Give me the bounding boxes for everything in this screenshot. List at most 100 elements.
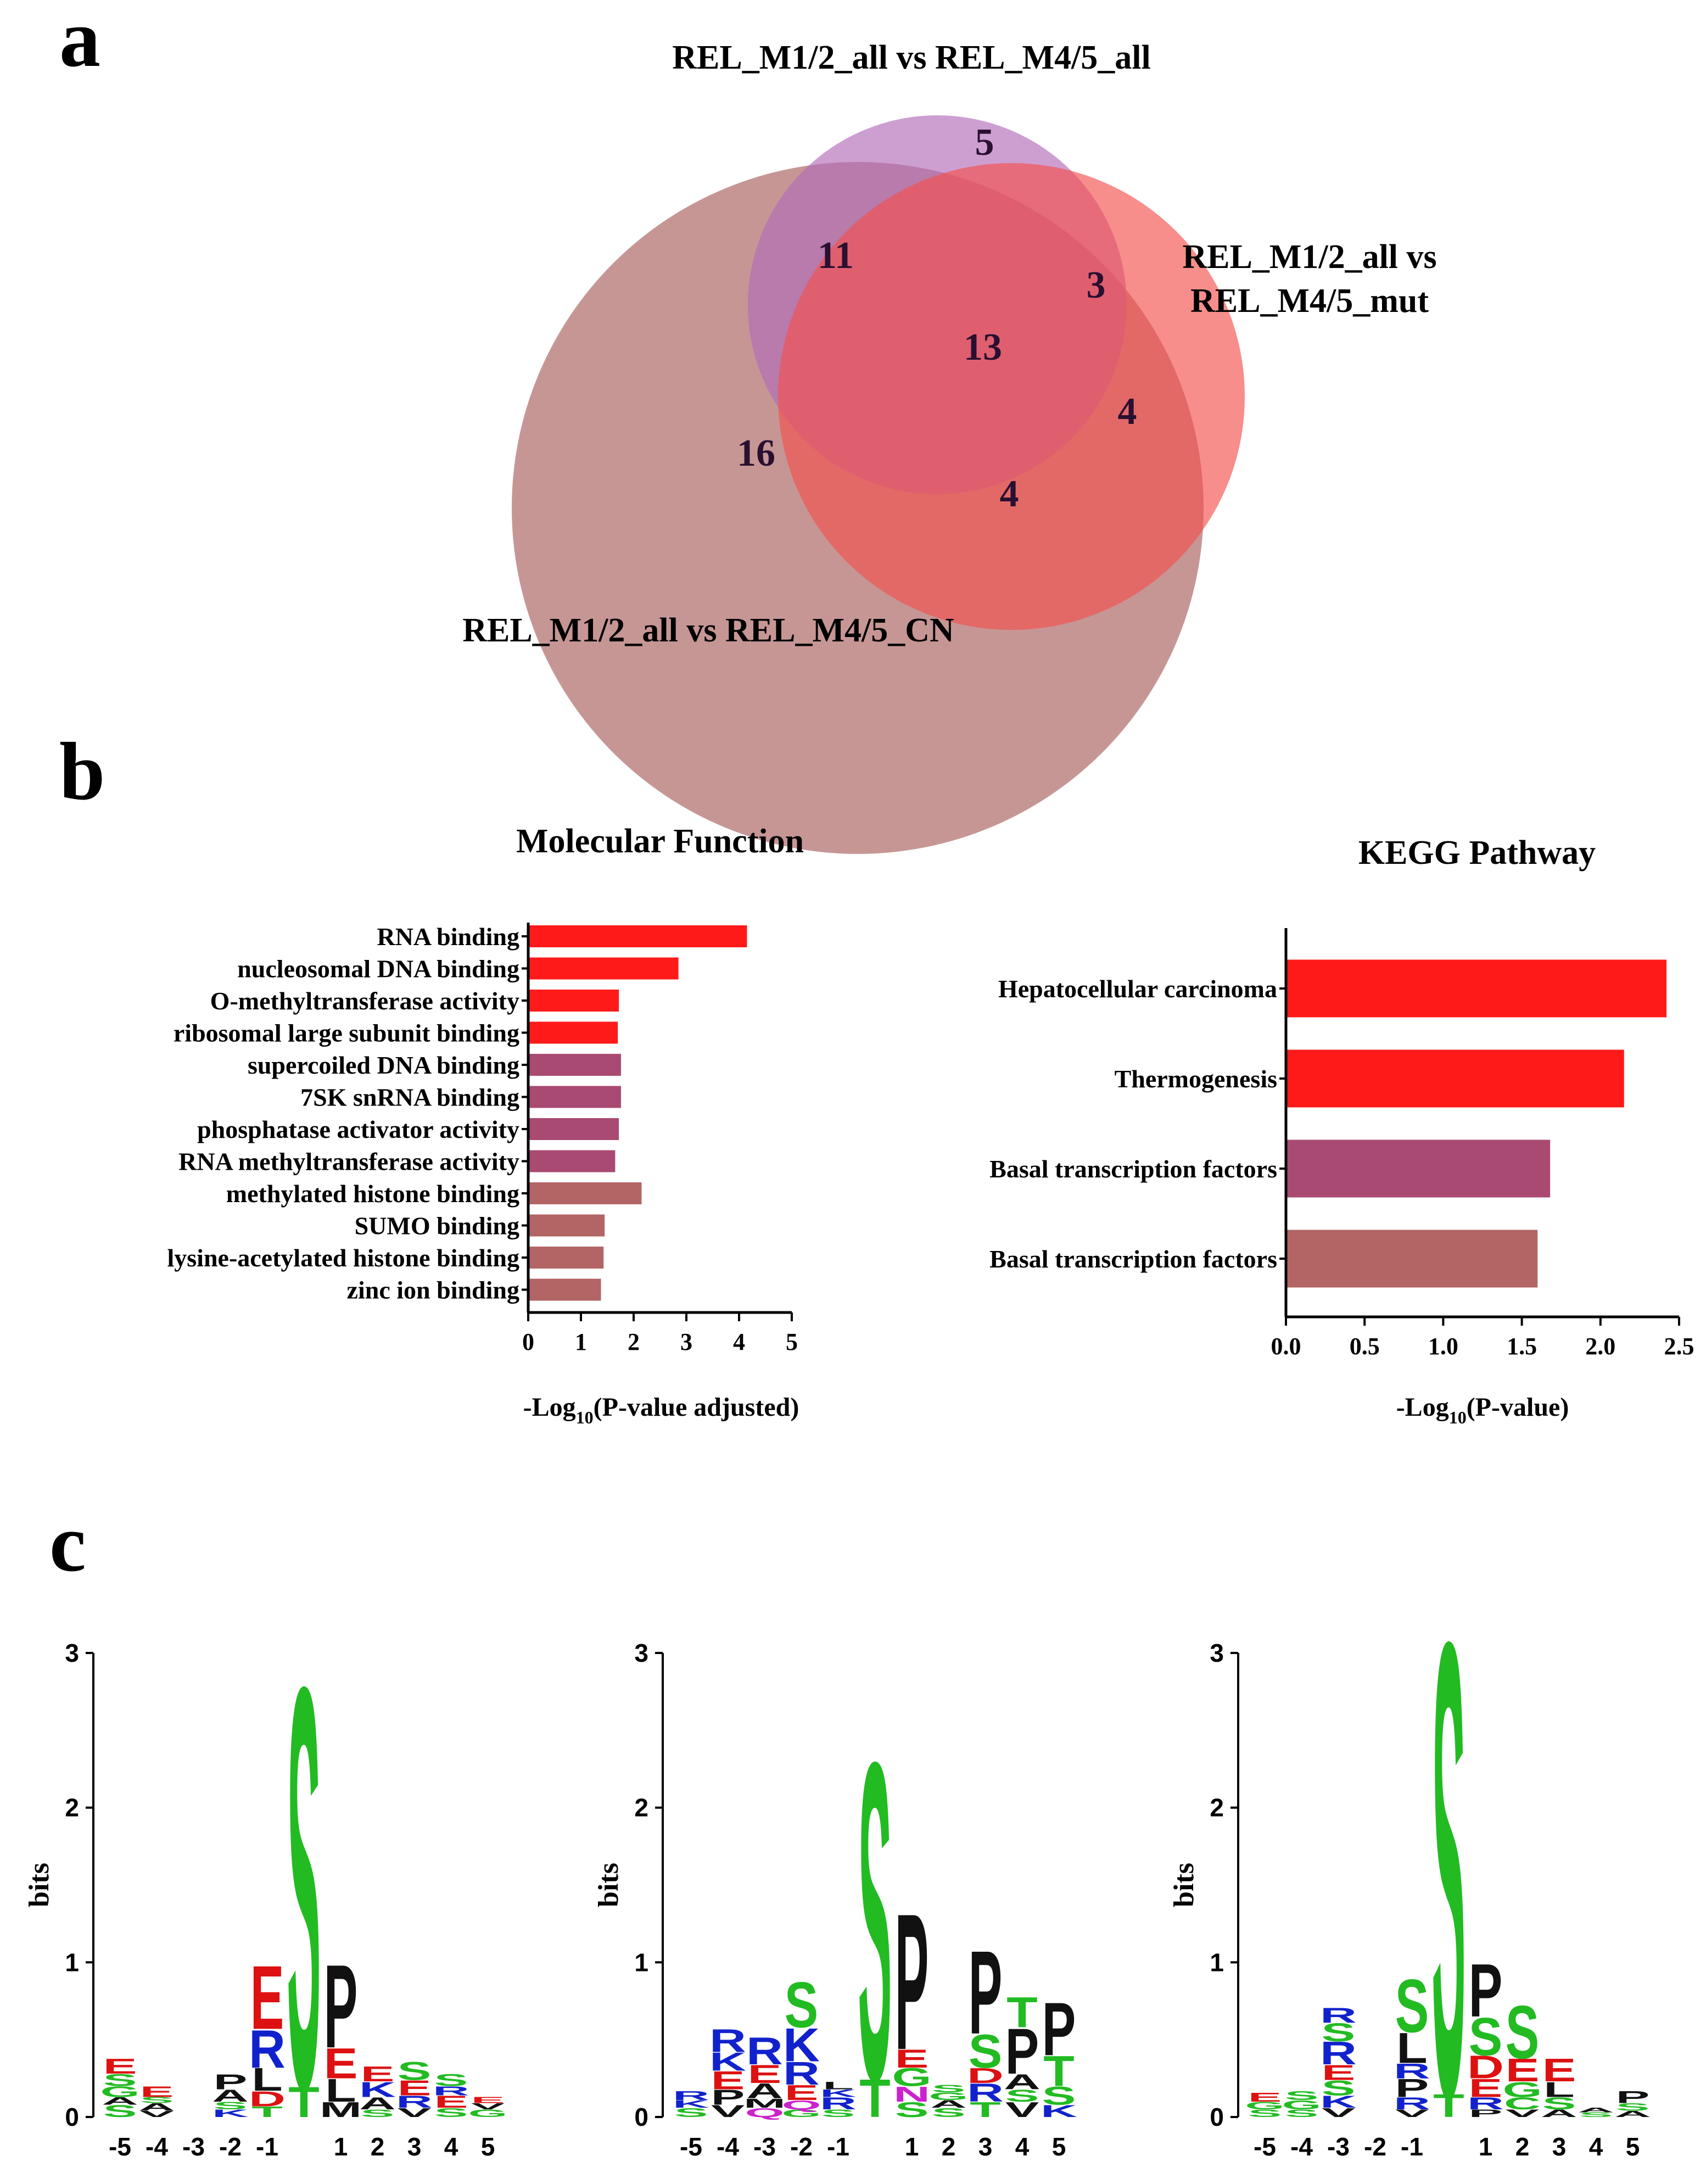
logo-position-label: 1 xyxy=(1479,2132,1493,2161)
logo-residue: R xyxy=(249,2019,286,2079)
logo-y-tick-label: 2 xyxy=(65,1794,79,1822)
logo-residue: N xyxy=(893,2082,930,2107)
logo-y-tick-label: 1 xyxy=(65,1948,79,1976)
logo-residue: K xyxy=(1320,2092,1357,2112)
logo-position-label: 3 xyxy=(1552,2132,1567,2161)
kegg-category-label: Basal transcription factors xyxy=(989,1245,1277,1273)
logo-position-label: -1 xyxy=(1401,2132,1423,2161)
mf-bar xyxy=(529,1182,642,1204)
kegg-x-tick-label: 0.5 xyxy=(1350,1333,1380,1360)
logo-position-label: -3 xyxy=(753,2132,776,2161)
mf-bar xyxy=(529,1021,618,1044)
mf-x-axis-label: -Log10(P-value adjusted) xyxy=(523,1393,799,1427)
logo-residue: A xyxy=(212,2086,249,2105)
logo-residue: T xyxy=(251,2103,282,2120)
logo-residue: G xyxy=(929,2091,969,2103)
logo-residue: V xyxy=(1506,2108,1540,2120)
logo-residue: T xyxy=(288,2078,319,2126)
logo-residue: S xyxy=(1042,2081,1076,2110)
mf-category-label: SUMO binding xyxy=(355,1212,519,1240)
logo-y-label: bits xyxy=(593,1863,624,1907)
kegg-bars xyxy=(1287,959,1667,1288)
logo-position-label: -4 xyxy=(146,2132,168,2161)
logo-residue: R xyxy=(1320,2003,1357,2027)
logo-residue: S xyxy=(1579,2111,1613,2118)
logo-residue: S xyxy=(398,2057,432,2086)
kegg-x-tick-label: 2.0 xyxy=(1585,1333,1615,1360)
logo-residue: S xyxy=(140,2096,174,2105)
logo-residue: G xyxy=(1503,2077,1542,2102)
kegg-bar xyxy=(1287,1230,1538,1288)
venn-count-all-only: 5 xyxy=(975,121,994,164)
logo-residue: P xyxy=(1469,2108,1503,2120)
logo-residue: K xyxy=(212,2108,249,2120)
logo-residue: S xyxy=(1322,2076,1356,2101)
logo-residue: S xyxy=(214,2100,248,2112)
logo-residue: R xyxy=(673,2088,709,2103)
logo-residue: L xyxy=(325,2073,356,2108)
logo-residue: A xyxy=(1004,2070,1041,2094)
mf-category-label: RNA methyltransferase activity xyxy=(178,1148,519,1176)
logo-residue: R xyxy=(1467,2094,1504,2113)
mf-x-tick-label: 4 xyxy=(733,1328,745,1355)
molecular-function-chart: Molecular Function RNA binding nucleosoma… xyxy=(167,823,804,1427)
logo-residue: S xyxy=(434,2105,468,2120)
logo-y-tick-label: 0 xyxy=(1210,2103,1224,2131)
logo-residue: Q xyxy=(745,2105,785,2120)
logo-residue: R xyxy=(1320,2036,1357,2071)
sequence-logo-2: 0123bitsSKR-5VPEKR-4QMAER-3GQERKS-2SRKL-… xyxy=(593,1639,1077,2175)
logo-position-label: 5 xyxy=(481,2132,495,2161)
logo-residue: E xyxy=(711,2066,745,2095)
kegg-x-axis-label: -Log10(P-value) xyxy=(1396,1393,1569,1427)
logo-residue: S xyxy=(1005,2086,1039,2105)
logo-residue: T xyxy=(1006,1988,1037,2037)
logo-position-label: 5 xyxy=(1052,2132,1066,2161)
logo-position-label: -4 xyxy=(717,2132,739,2161)
logo-position-label: -3 xyxy=(1327,2132,1350,2161)
logo-residue: G xyxy=(1245,2100,1285,2112)
mf-category-label: RNA binding xyxy=(377,923,519,951)
mf-category-label: nucleosomal DNA binding xyxy=(237,955,519,983)
venn-label-all: REL_M1/2_all vs REL_M4/5_all xyxy=(672,39,1150,76)
logo-residue: E xyxy=(250,1947,284,2048)
kegg-bar xyxy=(1287,959,1667,1018)
logo-y-tick-label: 2 xyxy=(634,1794,648,1822)
mf-x-tick-label: 0 xyxy=(522,1328,534,1355)
logo-residue: E xyxy=(434,2092,468,2112)
logo-position-label: -5 xyxy=(1254,2132,1276,2161)
logo-residue: A xyxy=(1578,2107,1614,2114)
mf-x-ticks: 0 1 2 3 4 5 xyxy=(522,1312,798,1355)
logo-residue: S xyxy=(103,2070,137,2090)
mf-x-tick-label: 5 xyxy=(786,1328,798,1355)
logo-y-tick-label: 0 xyxy=(634,2103,648,2131)
logo-residue: P xyxy=(214,2070,248,2094)
logo-residue: R xyxy=(1394,2094,1430,2113)
logo-residue: R xyxy=(746,2030,783,2073)
logo-residue: R xyxy=(709,2023,746,2059)
mf-category-label: O-methyltransferase activity xyxy=(210,987,519,1015)
logo-residue: S xyxy=(1285,2108,1319,2120)
logo-position-label: 3 xyxy=(978,2132,993,2161)
logo-residue: K xyxy=(359,2077,396,2102)
logo-residue: R xyxy=(820,2094,857,2113)
logo-residue: C xyxy=(1504,2094,1541,2113)
logo-residue: R xyxy=(396,2092,433,2112)
mf-bar xyxy=(529,1054,621,1076)
logo-position-label: 2 xyxy=(371,2132,385,2161)
kegg-category-label: Hepatocellular carcinoma xyxy=(998,975,1277,1003)
venn-count-all-mut: 3 xyxy=(1087,264,1106,306)
logo-residue: E xyxy=(1542,2053,1576,2088)
logo-position-label: 3 xyxy=(407,2132,422,2161)
mf-category-label: supercoiled DNA binding xyxy=(248,1051,519,1079)
logo-residue: E xyxy=(748,2060,782,2089)
logo-residue: A xyxy=(746,2079,783,2103)
logo-position-label: -5 xyxy=(109,2132,131,2161)
venn-count-cn-only: 16 xyxy=(737,432,775,474)
logo-residue: V xyxy=(1005,2098,1039,2122)
logo-residue: P xyxy=(1005,2015,1039,2087)
logo-residue: A xyxy=(102,2095,138,2107)
logo-residue: K xyxy=(783,2018,820,2071)
logo-residue: T xyxy=(970,2098,1000,2122)
logo-residue: V xyxy=(711,2102,745,2121)
